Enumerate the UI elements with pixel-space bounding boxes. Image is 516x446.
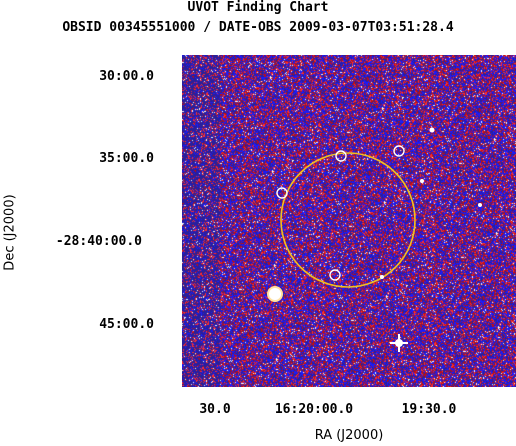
chart-title: UVOT Finding Chart	[187, 0, 329, 15]
source-marker	[276, 187, 288, 199]
source-marker	[329, 269, 341, 281]
source-marker	[335, 150, 347, 162]
star	[429, 127, 435, 133]
y-tick-label: 45:00.0	[99, 317, 154, 332]
star	[478, 203, 482, 207]
y-axis-label: Dec (J2000)	[2, 194, 18, 271]
sky-image	[182, 55, 516, 387]
y-tick-label: -28:40:00.0	[55, 234, 142, 249]
bright-star	[267, 286, 283, 302]
y-tick-label: 30:00.0	[99, 69, 154, 84]
chart-subtitle: OBSID 00345551000 / DATE-OBS 2009-03-07T…	[62, 20, 454, 35]
bright-star-spike	[390, 334, 408, 352]
sky-noise-image	[182, 55, 516, 387]
error-circle	[280, 152, 416, 288]
x-tick-label: 30.0	[199, 402, 231, 417]
x-tick-label: 16:20:00.0	[274, 402, 354, 417]
x-axis-label: RA (J2000)	[314, 428, 384, 443]
star	[420, 179, 424, 183]
x-tick-label: 19:30.0	[401, 402, 457, 417]
overlay-layer	[267, 127, 482, 352]
star	[380, 275, 384, 279]
y-tick-label: 35:00.0	[99, 151, 154, 166]
source-marker	[393, 145, 405, 157]
